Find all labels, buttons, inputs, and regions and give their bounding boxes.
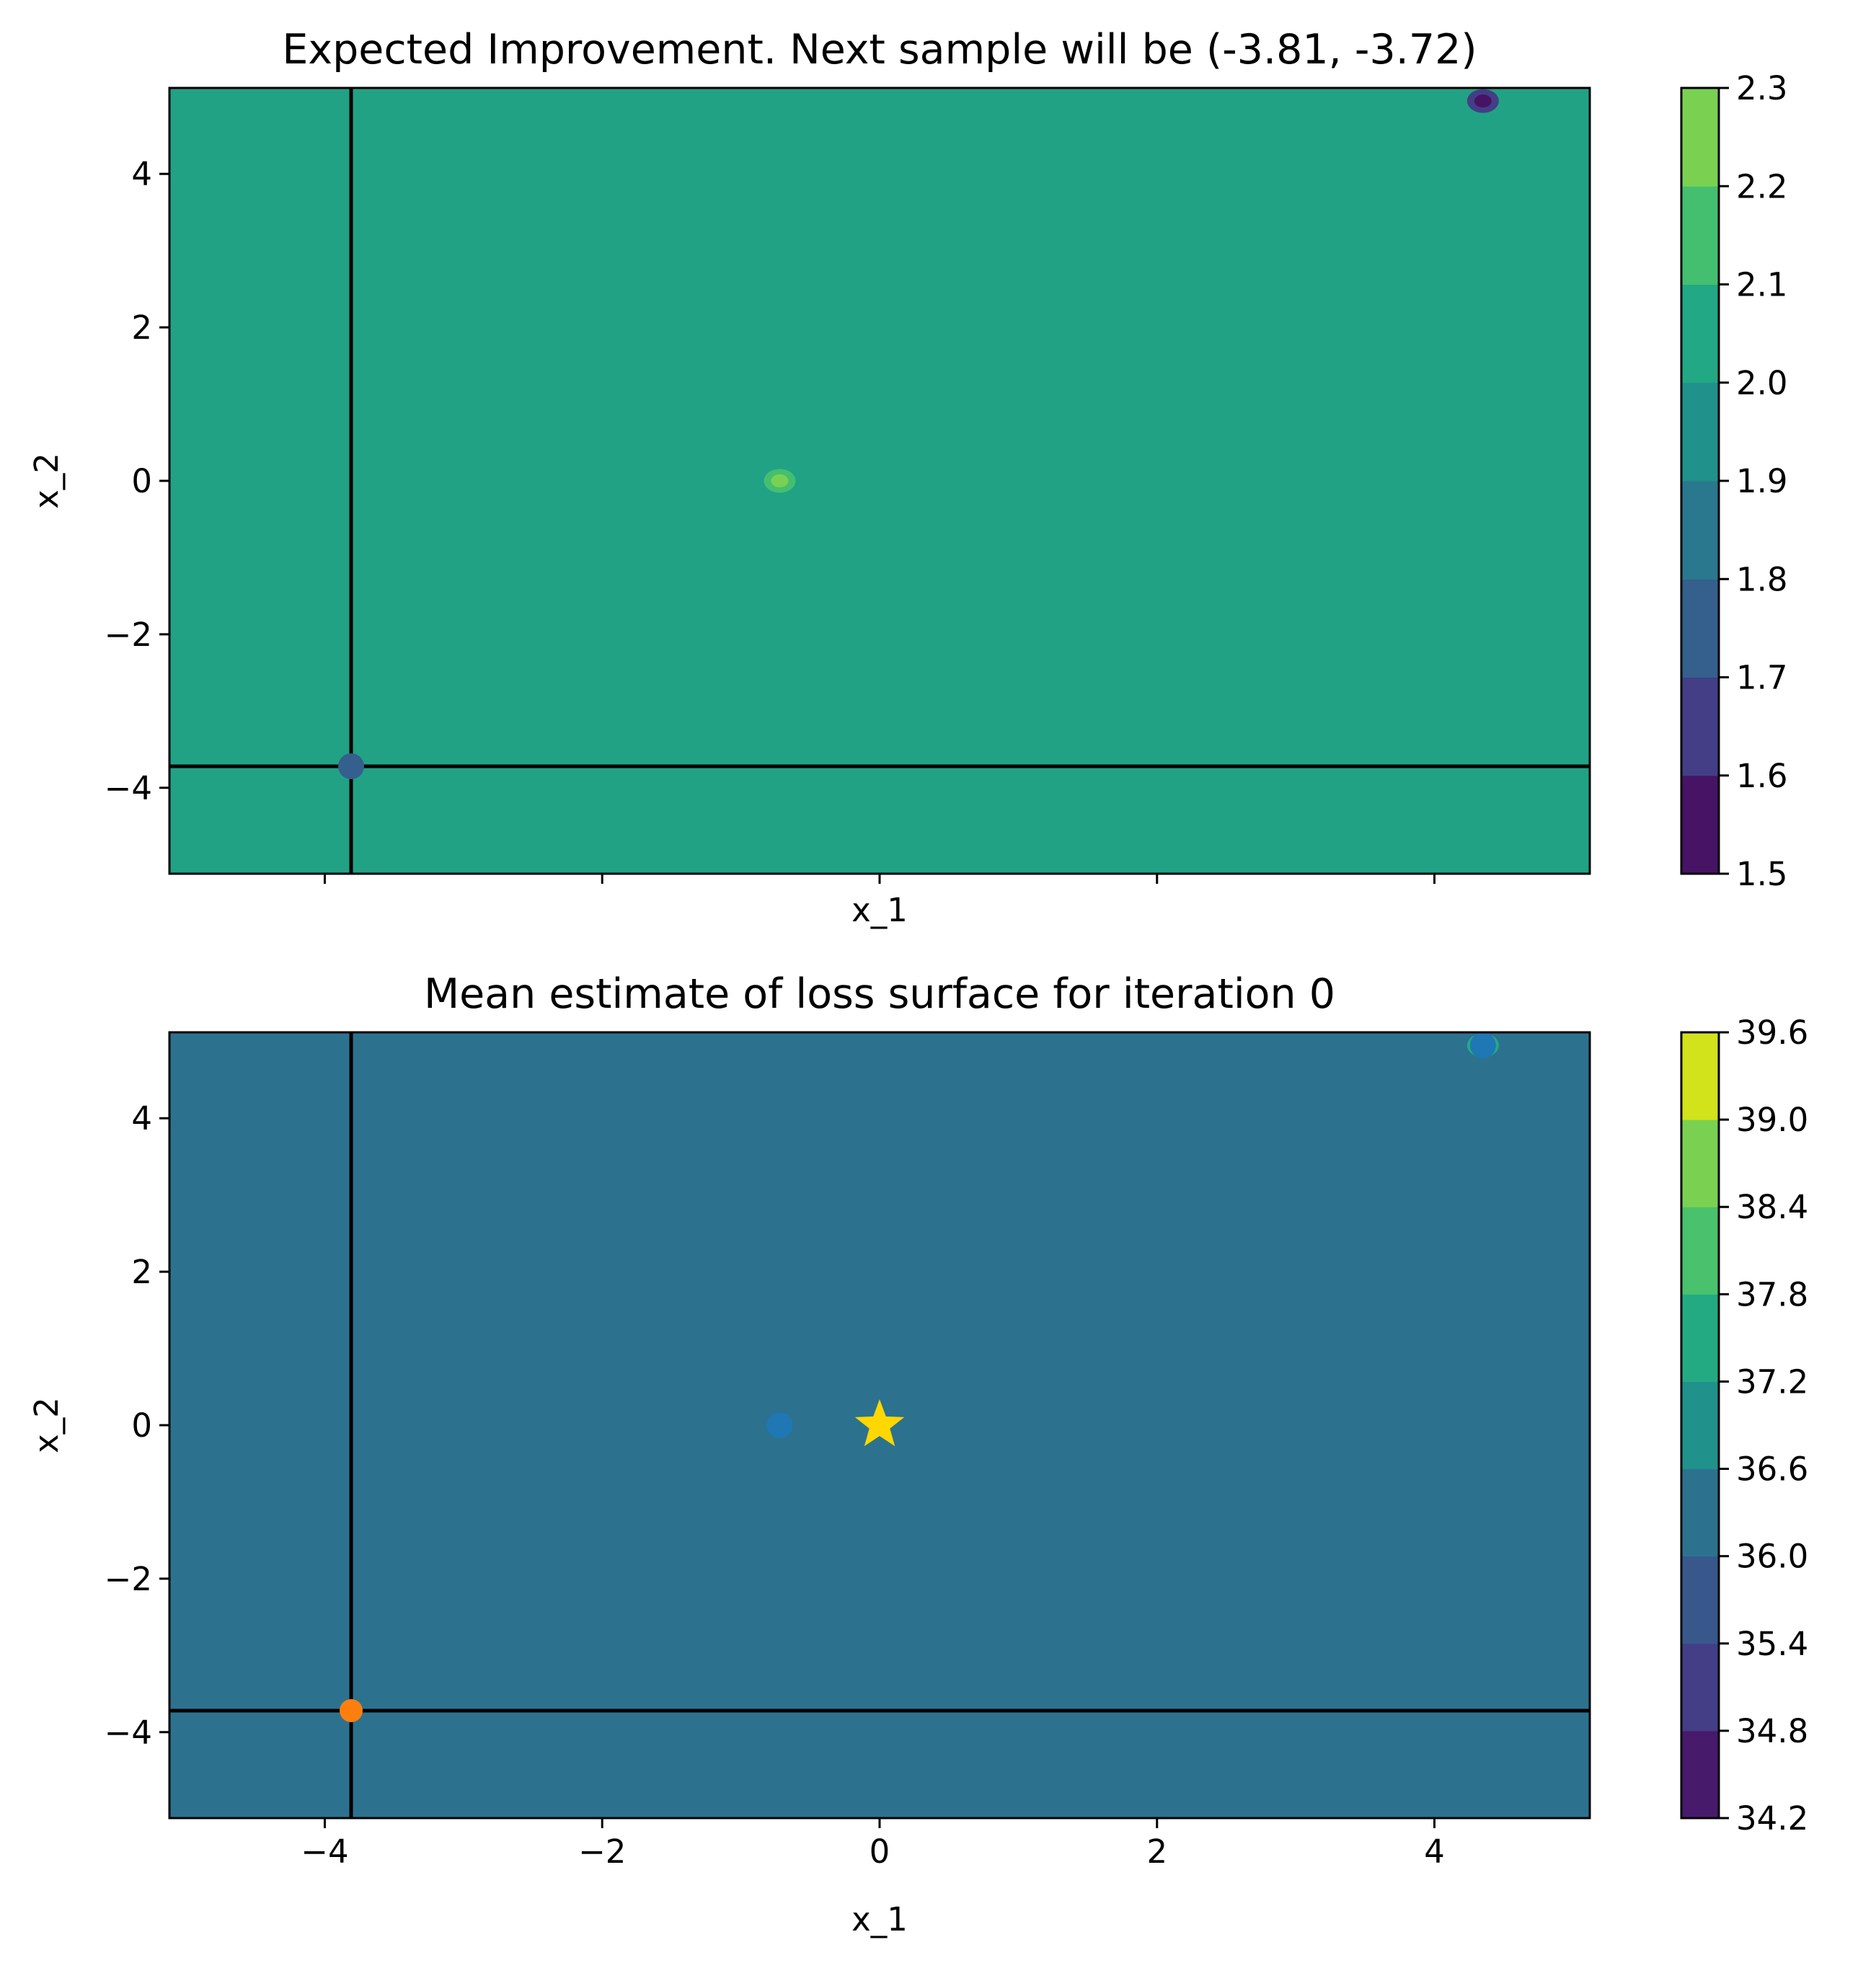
sample-point-1 (338, 753, 365, 779)
colorbar-tick-label: 34.8 (1736, 1712, 1808, 1750)
contour-feature-1 (771, 474, 789, 487)
colorbar: 1.5 1.6 1.7 1.8 1.9 2.0 2.1 2.2 2.3 (1680, 69, 1788, 893)
colorbar-tick-label: 37.8 (1736, 1275, 1808, 1313)
colorbar-band-8 (1681, 1120, 1719, 1207)
y-tick-label: −4 (105, 1714, 152, 1752)
colorbar-tick-label: 1.7 (1736, 659, 1788, 697)
chart-panel-1: −4 −2 0 2 4 Expected Improvement. Next sample… (27, 26, 1788, 929)
y-tick-label: 2 (131, 309, 152, 347)
colorbar-band-7 (1681, 186, 1719, 285)
colorbar-tick-label: 2.1 (1736, 266, 1788, 304)
colorbar-band-4 (1681, 1468, 1719, 1557)
plot-area (169, 88, 1590, 874)
y-tick-label: −2 (105, 616, 152, 654)
colorbar-tick-label: 1.9 (1736, 462, 1788, 500)
colorbar-tick-label: 2.0 (1736, 364, 1788, 402)
colorbar-tick-label: 35.4 (1736, 1625, 1808, 1663)
y-tick-label: −2 (105, 1560, 152, 1598)
colorbar-band-1 (1681, 1730, 1719, 1819)
colorbar-tick-label: 2.2 (1736, 167, 1788, 205)
colorbar: 34.2 34.8 35.4 36.0 36.6 37.2 37.8 38.4 39.0 39.6 (1680, 1014, 1808, 1838)
colorbar-tick-label: 36.6 (1736, 1450, 1808, 1489)
colorbar-tick-label: 38.4 (1736, 1188, 1808, 1226)
colorbar-tick-label: 1.8 (1736, 560, 1788, 598)
x-tick-label: 4 (1424, 1832, 1445, 1871)
y-tick-label: −4 (105, 769, 152, 807)
x-tick-label: −2 (578, 1832, 626, 1871)
colorbar-band-6 (1681, 284, 1719, 384)
colorbar-band-9 (1681, 1032, 1719, 1120)
plot-area (169, 1032, 1590, 1818)
y-tick-label: 4 (131, 155, 152, 193)
optimum-star (854, 1399, 905, 1447)
colorbar-band-3 (1681, 1556, 1719, 1644)
colorbar-frame (1680, 1031, 1720, 1820)
x-tick-label: 0 (870, 1832, 890, 1871)
chart-title: Mean estimate of loss surface for iterat… (424, 970, 1335, 1018)
x-tick-label: −4 (301, 1832, 348, 1871)
contour-feature-2 (1474, 94, 1492, 108)
colorbar-tick-label: 36.0 (1736, 1538, 1808, 1576)
y-tick-label: 4 (131, 1099, 152, 1138)
sample-point-2 (1469, 1032, 1496, 1059)
colorbar-band-5 (1681, 382, 1719, 482)
chart-title: Expected Improvement. Next sample will b… (282, 26, 1477, 74)
colorbar-band-8 (1681, 88, 1719, 187)
sample-point-3 (340, 1698, 363, 1722)
colorbar-tick-label: 2.3 (1736, 69, 1788, 107)
colorbar-band-2 (1681, 1643, 1719, 1732)
colorbar-tick-label: 1.5 (1736, 855, 1788, 893)
colorbar-band-5 (1681, 1381, 1719, 1470)
y-axis-label: x_2 (27, 453, 66, 509)
x-tick-label: 2 (1146, 1832, 1167, 1871)
sample-point-1 (766, 1412, 793, 1438)
y-tick-label: 0 (131, 1406, 152, 1445)
colorbar-band-3 (1681, 579, 1719, 678)
y-tick-label: 0 (131, 462, 152, 500)
y-tick-label: 2 (131, 1253, 152, 1291)
colorbar-tick-label: 37.2 (1736, 1362, 1808, 1401)
colorbar-tick-label: 39.0 (1736, 1101, 1808, 1139)
x-axis-label: x_1 (851, 1900, 908, 1938)
colorbar-band-4 (1681, 481, 1719, 580)
colorbar-band-2 (1681, 677, 1719, 776)
colorbar-tick-label: 1.6 (1736, 757, 1788, 795)
colorbar-band-6 (1681, 1294, 1719, 1382)
x-axis-label: x_1 (851, 891, 908, 929)
y-axis-label: x_2 (27, 1397, 66, 1453)
colorbar-tick-label: 39.6 (1736, 1014, 1808, 1052)
contour-fill (169, 88, 1590, 874)
colorbar-tick-label: 34.2 (1736, 1799, 1808, 1838)
chart-panel-2: −4 −2 0 2 4 −4 −2 0 2 4 Mean estimate of loss surf… (27, 970, 1808, 1938)
colorbar-band-1 (1681, 775, 1719, 874)
colorbar-band-7 (1681, 1207, 1719, 1295)
